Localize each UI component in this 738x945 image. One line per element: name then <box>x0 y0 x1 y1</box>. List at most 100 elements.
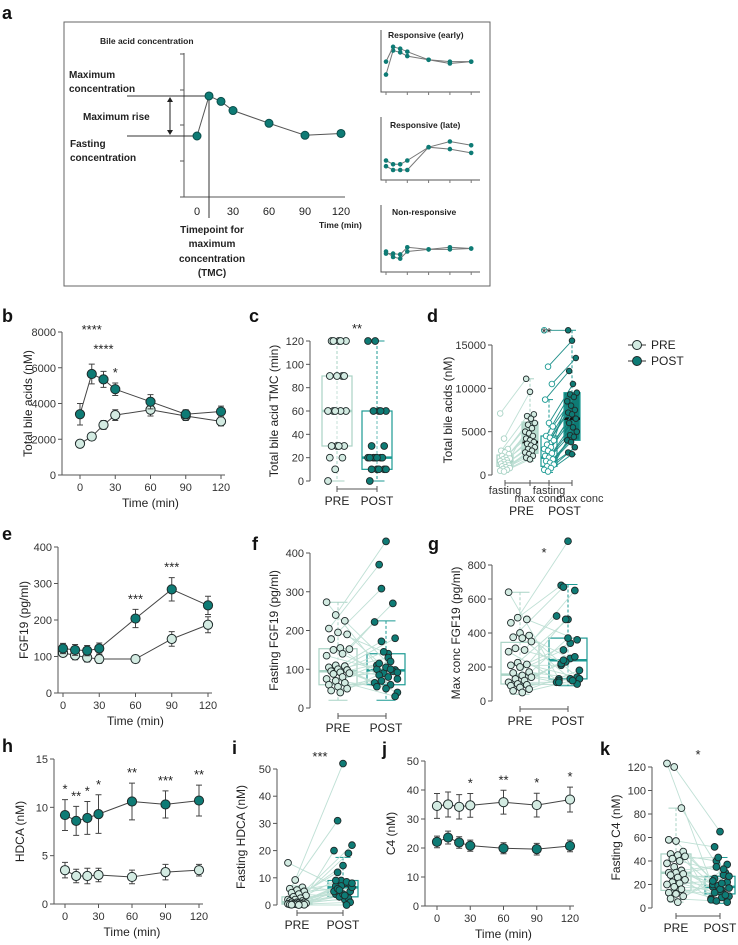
significance-annotation: * <box>468 775 473 790</box>
data-point <box>544 468 552 475</box>
data-point <box>527 415 535 422</box>
series-post <box>57 577 214 657</box>
data-point <box>365 477 374 485</box>
x-tick-label: 0 <box>60 700 66 712</box>
data-point <box>331 611 340 619</box>
series-post <box>431 830 576 856</box>
y-tick-label: 0 <box>46 688 52 700</box>
data-point <box>681 852 689 861</box>
y-tick-label: 8000 <box>32 327 56 339</box>
paired-line <box>335 541 387 616</box>
data-point <box>725 884 733 892</box>
data-point <box>721 891 730 899</box>
data-point <box>573 428 581 435</box>
data-point <box>377 677 386 685</box>
data-point <box>712 897 721 905</box>
data-point <box>59 809 71 821</box>
schematic-x-tick: 60 <box>263 206 275 218</box>
x-tick-label: 30 <box>109 482 121 494</box>
data-point <box>333 372 341 380</box>
data-point <box>573 635 581 644</box>
y-tick-label: 10 <box>36 802 48 814</box>
y-tick-label: 400 <box>34 542 52 554</box>
paired-line <box>551 357 577 385</box>
data-point <box>386 657 395 666</box>
data-point <box>559 656 568 665</box>
significance-annotation: ** <box>71 788 81 803</box>
legend-pre-label: PRE <box>651 338 676 352</box>
y-tick-label: 0 <box>298 703 304 715</box>
panel-a: a Bile acid concentration Maximum concen… <box>2 3 491 287</box>
label-tmc-4: (TMC) <box>198 268 226 279</box>
y-tick-label: 15000 <box>455 340 486 352</box>
panel-label-c: c <box>249 306 259 326</box>
x-tick-label: 90 <box>531 913 543 925</box>
data-point <box>552 612 561 620</box>
data-point <box>393 668 402 677</box>
significance-annotation: **** <box>93 341 113 356</box>
data-point <box>391 692 399 701</box>
y-axis-label: Fasting FGF19 (pg/ml) <box>267 570 281 691</box>
data-point <box>568 676 577 685</box>
label-tmc-2: maximum <box>189 239 236 250</box>
y-axis-label: Fasting HDCA (nM) <box>234 785 248 889</box>
data-point <box>507 661 515 670</box>
data-point <box>527 637 536 646</box>
data-point <box>373 453 381 462</box>
data-point <box>541 396 549 403</box>
data-point <box>565 419 573 427</box>
inset-point <box>383 59 389 64</box>
data-point <box>498 797 509 808</box>
y-tick-label: 40 <box>634 856 646 868</box>
panel-label-i: i <box>232 738 237 758</box>
data-point <box>380 442 389 450</box>
data-point <box>82 870 93 882</box>
x-tick-label: 90 <box>180 482 192 494</box>
x-tick-label: 30 <box>92 911 104 923</box>
data-point <box>327 686 336 695</box>
inset-point <box>390 44 396 50</box>
data-point <box>339 759 347 768</box>
data-point <box>371 337 380 345</box>
y-axis-label: Max conc FGF19 (pg/ml) <box>449 567 463 700</box>
data-point <box>666 894 675 903</box>
y-tick-label: 10 <box>407 872 419 884</box>
paired-line <box>544 370 570 400</box>
y-tick-label: 6000 <box>32 363 56 375</box>
data-point <box>570 586 579 595</box>
y-tick-label: 100 <box>628 786 646 798</box>
paired-line <box>679 860 726 874</box>
inset-axes <box>380 117 480 181</box>
y-tick-label: 0 <box>413 901 419 913</box>
significance-annotation: * <box>113 365 118 380</box>
data-point <box>571 444 579 451</box>
data-point <box>166 633 177 645</box>
x-tick-label: 120 <box>190 911 208 923</box>
data-point <box>568 337 576 344</box>
data-point <box>465 800 476 811</box>
data-point <box>345 645 354 653</box>
category-label: POST <box>327 918 360 932</box>
data-point <box>522 375 530 383</box>
y-axis-label: HDCA (nM) <box>13 801 27 862</box>
data-point <box>559 583 568 591</box>
data-point <box>327 442 336 450</box>
inset-point <box>390 251 396 256</box>
data-point <box>564 327 572 334</box>
category-label: max conc <box>556 493 604 505</box>
y-tick-label: 300 <box>286 587 304 599</box>
schematic-x-label: Time (min) <box>319 220 362 230</box>
paired-line <box>344 682 396 697</box>
category-label: max conc <box>514 493 562 505</box>
inset-point <box>468 59 474 64</box>
y-axis-label: Fasting C4 (nM) <box>609 794 623 880</box>
y-axis-label: Total bile acids (nM) <box>21 350 35 457</box>
y-tick-label: 100 <box>34 652 52 664</box>
x-axis-label: Time (min) <box>475 927 532 941</box>
panel-g: g 0 200 400 600 800 Max conc FGF19 (pg/ml) PRE P… <box>428 534 588 728</box>
data-point <box>673 898 682 906</box>
data-point <box>333 868 342 877</box>
category-label: PRE <box>508 714 533 728</box>
x-tick-label: 120 <box>561 913 579 925</box>
